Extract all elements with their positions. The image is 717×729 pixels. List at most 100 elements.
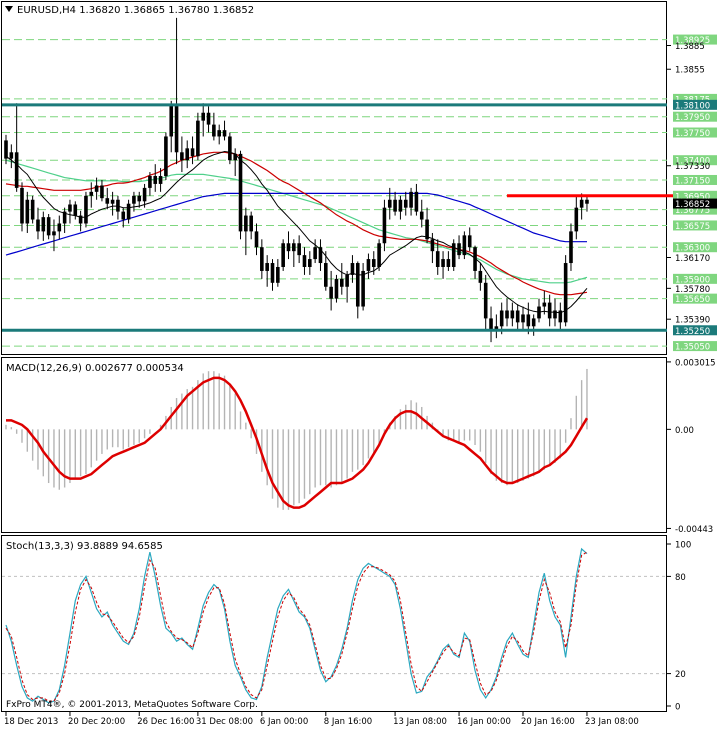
time-tick-label: 23 Jan 08:00 [585,717,639,727]
candle-down [446,259,451,267]
candle-down [403,199,408,208]
candle-up [579,199,584,208]
candle-up [441,259,445,267]
major-level-box [673,325,717,336]
candle-down [371,259,376,267]
candle-down [46,217,51,236]
level-label-box [673,204,717,215]
candle-up [148,176,152,188]
candle-up [510,310,515,319]
candle-up [531,318,536,327]
candle-up [387,199,392,208]
candle-down [212,124,216,137]
candle-up [366,259,371,271]
stochastic-tick-label: 0 [675,703,680,713]
candle-down [297,243,301,256]
candle-down [30,199,35,220]
candle-down [260,247,264,271]
candle-up [41,217,46,232]
time-tick-label: 8 Jan 16:00 [324,717,372,727]
candle-down [526,314,531,327]
candle-up [217,130,221,137]
candle-up [57,223,62,232]
macd-signal-line [6,376,589,509]
candle-down [153,176,158,184]
candle-up [308,259,312,267]
candle-down [174,104,179,153]
stochastic-signal-line [5,551,588,702]
level-label: 1.38925 [675,36,710,46]
candle-up [462,235,467,256]
candle-up [196,120,200,157]
time-tick-label: 26 Dec 16:00 [137,717,194,727]
candle-down [515,310,520,323]
candle-up [499,310,504,327]
candle-down [4,140,8,159]
candle-down [547,302,552,319]
candle-up [126,203,131,220]
time-tick-label: 31 Dec 08:00 [196,717,253,727]
candle-up [563,263,568,323]
level-label: 1.37150 [675,176,710,186]
candle-up [334,278,339,299]
price-tick-label: 1.35390 [675,316,710,326]
candle-down [270,263,275,283]
macd-panel[interactable] [1,357,667,533]
candle-up [553,310,557,319]
candle-up [233,153,237,161]
level-label: 1.36950 [675,192,710,202]
candle-down [585,199,589,204]
candle-down [36,219,40,232]
time-tick-label: 6 Jan 00:00 [260,717,308,727]
candle-up [345,274,349,287]
level-label: 1.37750 [675,129,710,139]
time-axis: 18 Dec 2013 20 Dec 20:00 26 Dec 16:00 31 De… [4,712,639,727]
candle-up [244,215,248,232]
level-label-box [673,174,717,185]
macd-header: MACD(12,26,9) 0.002677 0.000534 [6,363,184,374]
candle-up [164,136,168,177]
level-label-box [673,220,717,231]
price-axis: 1.389251.381751.379501.377501.374001.371… [667,34,717,353]
candle-up [361,270,365,307]
major-level-label: 1.35250 [675,327,710,337]
candle-up [292,243,296,252]
candle-down [478,270,483,283]
time-tick-label: 20 Jan 16:00 [521,717,575,727]
candle-down [425,219,429,240]
price-tick-label: 1.3885 [675,42,705,52]
time-tick-label: 13 Jan 08:00 [393,717,447,727]
candle-down [206,112,211,125]
candle-up [574,207,579,232]
candle-down [190,148,195,157]
candle-up [537,306,541,319]
candle-down [254,231,259,248]
candle-up [542,302,547,307]
candle-up [409,191,413,208]
stochastic-tick-label: 80 [675,573,686,583]
ma-black-line [5,150,588,314]
dropdown-triangle-icon[interactable] [5,6,13,12]
candle-down [286,243,291,252]
candle-down [100,185,104,199]
level-label-box [673,111,717,122]
level-label-box [673,242,717,253]
candle-up [265,263,269,271]
stochastic-tick-label: 20 [675,670,686,680]
price-panel[interactable] [1,1,667,355]
macd-tick-label: 0.00 [675,426,694,436]
stochastic-header: Stoch(13,3,3) 93.8889 94.6585 [6,541,163,552]
candle-up [9,152,14,159]
level-label-box [673,293,717,304]
candle-down [414,191,419,212]
price-tick-label: 1.36170 [675,254,710,264]
level-label-box [673,127,717,138]
candle-down [78,215,83,224]
stochastic-panel[interactable] [1,535,667,712]
candle-down [20,187,24,224]
level-label: 1.36575 [675,222,710,232]
candles [4,17,589,343]
candle-down [302,255,307,267]
